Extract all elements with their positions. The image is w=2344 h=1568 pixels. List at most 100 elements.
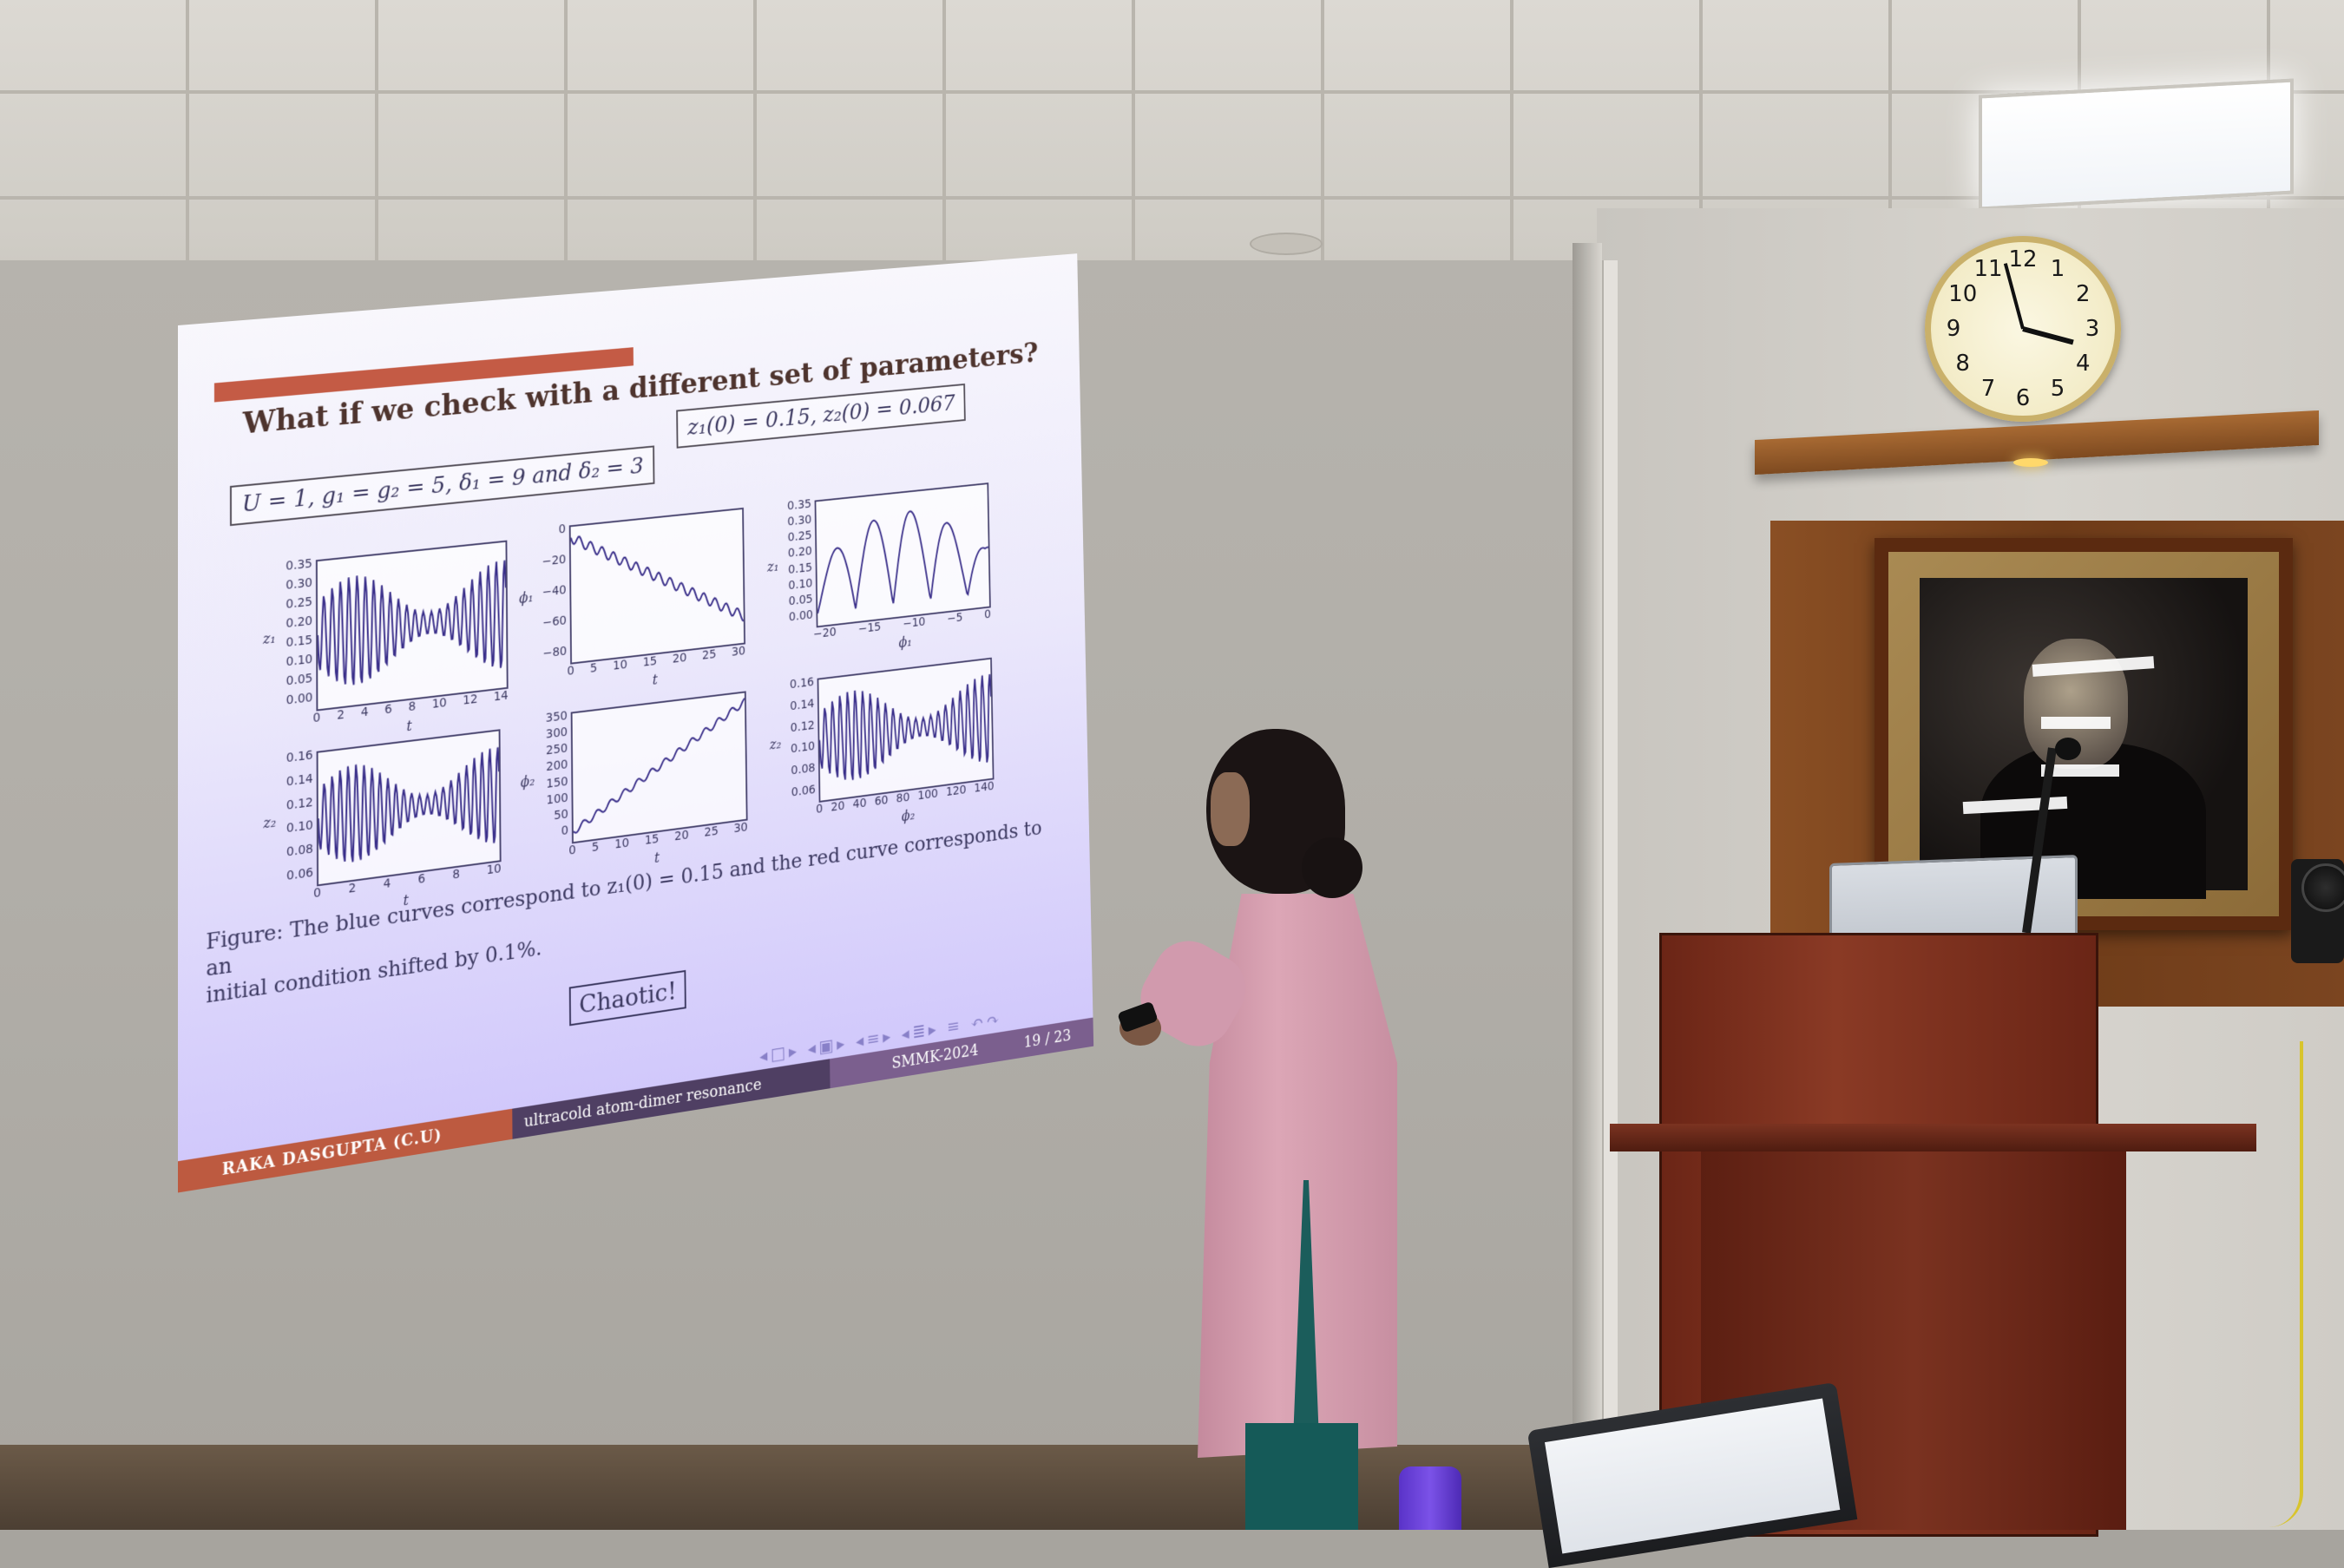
parameters-box: U = 1, g₁ = g₂ = 5, δ₁ = 9 and δ₂ = 3	[230, 445, 655, 526]
portrait-photo	[1920, 578, 2248, 899]
y-tick-label: 0	[558, 522, 567, 537]
shelf-lamp	[2013, 458, 2048, 467]
clock-minute-hand	[2003, 263, 2025, 330]
cable	[2230, 1041, 2303, 1527]
presenter-face	[1211, 772, 1250, 846]
y-tick-label: 0.30	[787, 513, 812, 529]
plot-panel-5	[571, 691, 748, 843]
water-bottle	[1399, 1466, 1461, 1530]
x-tick-label: −5	[947, 611, 963, 627]
y-tick-labels: 0.16 0.14 0.12 0.10 0.08 0.06	[280, 748, 313, 884]
y-tick-label: 100	[546, 791, 568, 808]
clock-numeral: 3	[2085, 316, 2100, 342]
plot-curve-3	[816, 484, 989, 626]
presenter-pants	[1245, 1423, 1358, 1530]
x-tick-label: 120	[945, 783, 967, 799]
clock-numeral: 4	[2076, 351, 2091, 377]
y-tick-label: 350	[545, 709, 568, 725]
y-tick-label: −80	[542, 644, 568, 661]
y-tick-label: 0.00	[788, 607, 814, 625]
y-tick-labels: 0.35 0.30 0.25 0.20 0.15 0.10 0.05 0.00	[782, 497, 813, 625]
plot-panel-4	[317, 729, 502, 886]
x-tick-label: 20	[831, 799, 845, 815]
y-tick-label: 0.16	[789, 675, 815, 692]
y-tick-label: −60	[542, 613, 568, 631]
podium-top	[1610, 1124, 2256, 1151]
y-axis-label: z₁	[766, 557, 779, 575]
y-tick-labels: 0.16 0.14 0.12 0.10 0.08 0.06	[785, 675, 816, 800]
y-axis-label: z₂	[263, 813, 277, 832]
y-tick-label: 0.10	[788, 576, 813, 593]
y-tick-label: 0.16	[286, 748, 313, 766]
y-tick-label: 0	[561, 823, 569, 839]
y-tick-label: 0.15	[286, 633, 313, 651]
x-tick-label: 30	[731, 644, 746, 659]
clock-numeral: 11	[1973, 255, 2003, 282]
y-tick-label: 0.25	[286, 594, 313, 612]
x-tick-label: 8	[452, 867, 460, 882]
x-tick-label: 10	[613, 658, 627, 673]
plot-panel-1	[316, 541, 509, 712]
ceiling-light	[1979, 78, 2294, 211]
y-tick-label: 0.30	[286, 575, 313, 593]
clock-numeral: 5	[2050, 376, 2065, 403]
ceiling-vent	[1250, 233, 1323, 255]
y-tick-label: 0.35	[787, 497, 812, 514]
x-tick-label: 0	[568, 843, 576, 858]
plot-panel-2	[569, 508, 745, 665]
chaotic-label: Chaotic!	[569, 970, 686, 1027]
x-tick-label: 0	[816, 802, 824, 817]
x-tick-label: −20	[813, 625, 837, 642]
x-tick-label: 14	[493, 688, 509, 705]
x-tick-label: 25	[701, 647, 717, 663]
x-tick-label: 0	[984, 607, 992, 622]
y-tick-labels: 0 −20 −40 −60 −80	[535, 522, 567, 661]
x-tick-label: 15	[644, 832, 660, 848]
y-tick-label: 0.05	[286, 671, 313, 689]
y-axis-label: z₁	[262, 629, 276, 648]
y-tick-label: 0.10	[286, 818, 313, 836]
y-tick-label: 0.08	[286, 842, 314, 860]
wall-conduit	[1602, 260, 1618, 1432]
x-tick-label: 4	[383, 876, 391, 892]
y-axis-label: ϕ₁	[519, 588, 534, 607]
y-axis-label: z₂	[769, 735, 782, 753]
x-tick-label: 5	[589, 661, 598, 676]
x-axis-label: ϕ₂	[901, 806, 916, 824]
x-axis-label: t	[652, 671, 658, 688]
y-tick-label: 300	[545, 725, 568, 742]
y-tick-labels: 350 300 250 200 150 100 50 0	[536, 709, 568, 842]
x-tick-label: 2	[348, 881, 357, 896]
x-tick-label: 100	[917, 786, 939, 804]
y-tick-label: 0.10	[286, 652, 313, 670]
y-tick-label: 0.08	[791, 761, 816, 778]
y-tick-label: 0.20	[286, 613, 313, 632]
x-axis-label: ϕ₁	[898, 633, 912, 651]
x-tick-label: 140	[974, 779, 995, 796]
y-tick-label: 0.06	[286, 865, 314, 883]
plot-curve-1	[318, 542, 507, 710]
y-tick-label: −40	[542, 583, 567, 600]
y-tick-label: 0.25	[787, 528, 812, 545]
y-tick-label: 0.20	[787, 544, 812, 561]
x-axis-label: t	[406, 717, 412, 735]
camera-lens	[2301, 863, 2344, 912]
y-tick-label: 0.00	[286, 690, 313, 708]
clock-numeral: 6	[2015, 385, 2031, 411]
y-tick-label: 0.35	[286, 556, 312, 574]
y-tick-label: −20	[542, 553, 567, 569]
x-tick-label: 0	[312, 711, 321, 726]
glare-strip	[2041, 717, 2111, 729]
y-tick-label: 0.10	[790, 739, 816, 757]
x-tick-label: 5	[591, 840, 600, 856]
plot-curve-5	[573, 693, 746, 843]
clock-numeral: 2	[2076, 281, 2091, 307]
y-tick-label: 0.06	[791, 783, 816, 800]
plot-curve-6	[818, 659, 992, 801]
x-tick-label: 15	[642, 654, 658, 670]
x-tick-label: 12	[463, 692, 478, 708]
glare-strip	[2041, 764, 2119, 777]
x-tick-label: 20	[672, 651, 687, 666]
x-tick-label: 60	[874, 793, 889, 809]
x-tick-label: 25	[704, 823, 719, 840]
